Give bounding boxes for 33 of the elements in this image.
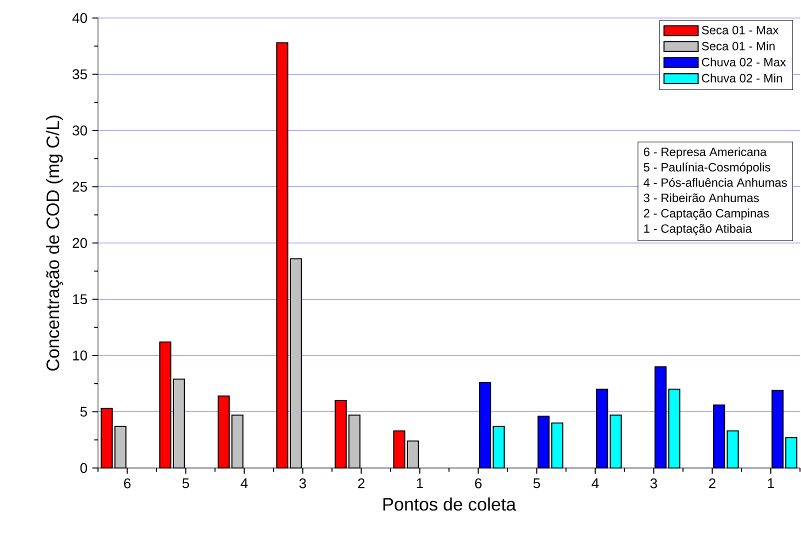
x-tick-label: 6: [124, 478, 131, 488]
legend-label: Seca 01 - Max: [702, 26, 779, 34]
annotation: 5 - Paulínia-Cosmópolis: [644, 162, 770, 174]
x-tick-label: 3: [650, 478, 658, 488]
y-tick-label: 15: [73, 294, 88, 304]
annotation: 1 - Captação Atibaia: [644, 224, 752, 236]
y-tick-label: 35: [72, 69, 88, 80]
y-tick-label: 20: [72, 238, 88, 248]
y-tick-label: 5: [80, 406, 88, 417]
annotation: 3 - Ribeirão Anhumas: [644, 193, 759, 202]
x-tick-label: 4: [592, 478, 599, 488]
x-tick-label: 1: [768, 478, 774, 488]
y-tick-label: 30: [72, 126, 88, 136]
annotation: 6 - Represa Americana: [644, 147, 767, 159]
x-tick-label: 2: [358, 478, 364, 488]
legend-label: Chuva 02 - Min: [702, 74, 782, 82]
x-axis-title: Pontos de coleta: [383, 497, 516, 511]
x-tick-label: 3: [299, 478, 306, 488]
annotation: 4 - Pós-afluência Anhumas: [644, 178, 787, 187]
y-tick-label: 0: [80, 463, 88, 473]
x-tick-label: 4: [240, 478, 248, 488]
annotation: 2 - Captação Campinas: [644, 208, 769, 220]
y-tick-label: 40: [72, 13, 88, 23]
x-tick-label: 5: [533, 478, 540, 488]
y-axis-title: Concentração de COD (mg C/L): [46, 116, 63, 371]
legend-label: Seca 01 - Min: [702, 42, 775, 50]
legend-label: Chuva 02 - Max: [702, 58, 786, 66]
x-tick-label: 1: [416, 478, 423, 488]
y-tick-label: 25: [72, 182, 88, 192]
y-tick-label: 10: [73, 350, 88, 360]
x-tick-label: 5: [182, 478, 190, 488]
x-tick-label: 6: [475, 478, 482, 488]
x-tick-label: 2: [709, 478, 716, 488]
